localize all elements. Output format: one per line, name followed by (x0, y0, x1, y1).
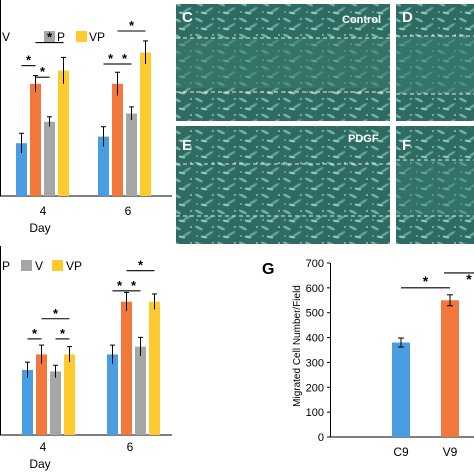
micrograph-e-condition: PDGF (348, 133, 379, 145)
micrograph-c (176, 4, 390, 121)
chart-a-bar-g1-s1 (112, 83, 123, 196)
micrograph-d-letter: D (402, 9, 413, 26)
chart-b-legend: P V VP (2, 259, 82, 273)
chart-g-bar-c9 (392, 342, 410, 437)
chart-g-ytick-label-200: 200 (306, 382, 324, 394)
chart-b-bar-g0-s0 (22, 369, 33, 435)
chart-a-xlabel: Day (29, 221, 50, 235)
micrograph-f (396, 126, 474, 244)
chart-a-sig-star-4: * (122, 51, 128, 66)
chart-a-bar-g0-s0 (16, 143, 27, 196)
legend-a-label-0: V (2, 30, 10, 44)
chart-a-sig-star-1: * (40, 64, 46, 79)
chart-a-bar-g0-s3 (58, 70, 69, 196)
chart-g-ytick-label-100: 100 (306, 407, 324, 419)
chart-b-tick-4: 4 (40, 440, 47, 454)
legend-a-label-2: VP (89, 30, 105, 44)
micrograph-d (396, 4, 474, 121)
micrograph-c-letter: C (182, 9, 193, 26)
chart-b-bar-g1-s3 (149, 301, 160, 435)
chart-a-sig-star-2: * (47, 30, 53, 45)
chart-a-bar-g0-s2 (44, 121, 55, 196)
chart-b-bar-g1-s0 (107, 354, 118, 435)
legend-b-swatch-3 (52, 260, 63, 271)
chart-b-bar-g0-s1 (36, 354, 47, 435)
chart-a: V P VP * * * * * * 4 6 Day (0, 0, 172, 235)
chart-g-ytick-label-300: 300 (306, 357, 324, 369)
legend-a-swatch-2 (44, 31, 55, 42)
chart-a-bar-g1-s3 (140, 52, 151, 197)
chart-a-tick-4: 4 (40, 204, 47, 218)
micrograph-e (176, 126, 390, 244)
chart-a-bar-g1-s0 (98, 136, 109, 196)
chart-a-legend: V P VP (2, 30, 105, 44)
chart-g-category-v9: V9 (443, 445, 458, 459)
chart-b-tick-6: 6 (127, 440, 134, 454)
chart-b-bar-g1-s2 (135, 346, 146, 435)
chart-a-sig-star-3: * (108, 51, 114, 66)
chart-a-bar-g0-s1 (30, 83, 41, 196)
legend-b-label-2: VP (66, 259, 82, 273)
chart-g-category-c9: C9 (393, 445, 409, 459)
chart-g-ytick-label-700: 700 (306, 258, 324, 270)
legend-b-swatch-2 (21, 260, 32, 271)
chart-b-sig-star-1: * (53, 306, 59, 321)
chart-b-sig-star-0: * (32, 326, 38, 341)
chart-g-sig-star-0: * (423, 273, 429, 289)
chart-a-tick-6: 6 (125, 204, 132, 218)
chart-b-xlabel: Day (29, 457, 50, 471)
chart-g-ylabel: Migrated Cell Number/Field (292, 285, 303, 407)
chart-g-ytick-label-500: 500 (306, 308, 324, 320)
chart-b-bar-g0-s2 (50, 371, 61, 435)
chart-g-ytick-label-400: 400 (306, 333, 324, 345)
micrograph-e-letter: E (182, 137, 192, 154)
chart-g-sig-star-1: * (466, 271, 472, 287)
chart-b-sig-star-5: * (138, 258, 144, 273)
legend-a-label-1: P (57, 30, 65, 44)
micrograph-f-letter: F (402, 137, 411, 154)
chart-g-panel-letter: G (262, 261, 274, 278)
chart-b: P V VP **** ** 4 6 Day (0, 246, 172, 471)
chart-g: G Migrated Cell Number/Field 0 100 200 300 4… (262, 258, 474, 459)
micrograph-c-condition: Control (342, 14, 381, 26)
chart-b-sig-star-4: * (131, 278, 137, 293)
chart-b-bar-g0-s3 (64, 354, 75, 435)
chart-b-bar-g1-s1 (121, 301, 132, 435)
legend-a-swatch-3 (76, 31, 87, 42)
legend-b-label-0: P (2, 259, 10, 273)
chart-b-sig-star-3: * (117, 278, 123, 293)
legend-b-label-1: V (35, 259, 43, 273)
chart-g-ytick-label-0: 0 (318, 432, 324, 444)
chart-g-bar-v9 (441, 300, 459, 437)
chart-b-sig-star-2: * (60, 326, 66, 341)
chart-a-sig-star-5: * (129, 18, 135, 33)
micrographs: C Control D E PDGF F (176, 4, 474, 244)
chart-a-bar-g1-s2 (126, 113, 137, 196)
chart-a-sig-star-0: * (26, 53, 32, 68)
chart-g-ytick-label-600: 600 (306, 283, 324, 295)
